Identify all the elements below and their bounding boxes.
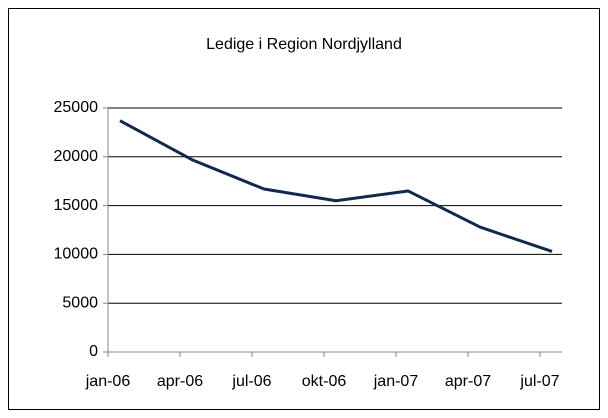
x-tick-label: apr-07: [445, 373, 491, 390]
chart-border: [8, 8, 600, 410]
x-tick-label: jul-07: [519, 373, 559, 390]
y-tick-label: 5000: [62, 294, 98, 311]
y-tick-label: 20000: [54, 148, 99, 165]
y-tick-label: 0: [89, 343, 98, 360]
chart-title: Ledige i Region Nordjylland: [206, 36, 402, 53]
x-tick-label: jul-06: [231, 373, 271, 390]
y-tick-label: 15000: [54, 197, 99, 214]
x-tick-label: apr-06: [157, 373, 203, 390]
x-tick-label: okt-06: [302, 373, 347, 390]
line-series: [119, 119, 553, 253]
x-tick-label: jan-07: [373, 373, 419, 390]
y-tick-label: 25000: [54, 99, 99, 116]
y-tick-label: 10000: [54, 246, 99, 263]
x-tick-label: jan-06: [85, 373, 131, 390]
